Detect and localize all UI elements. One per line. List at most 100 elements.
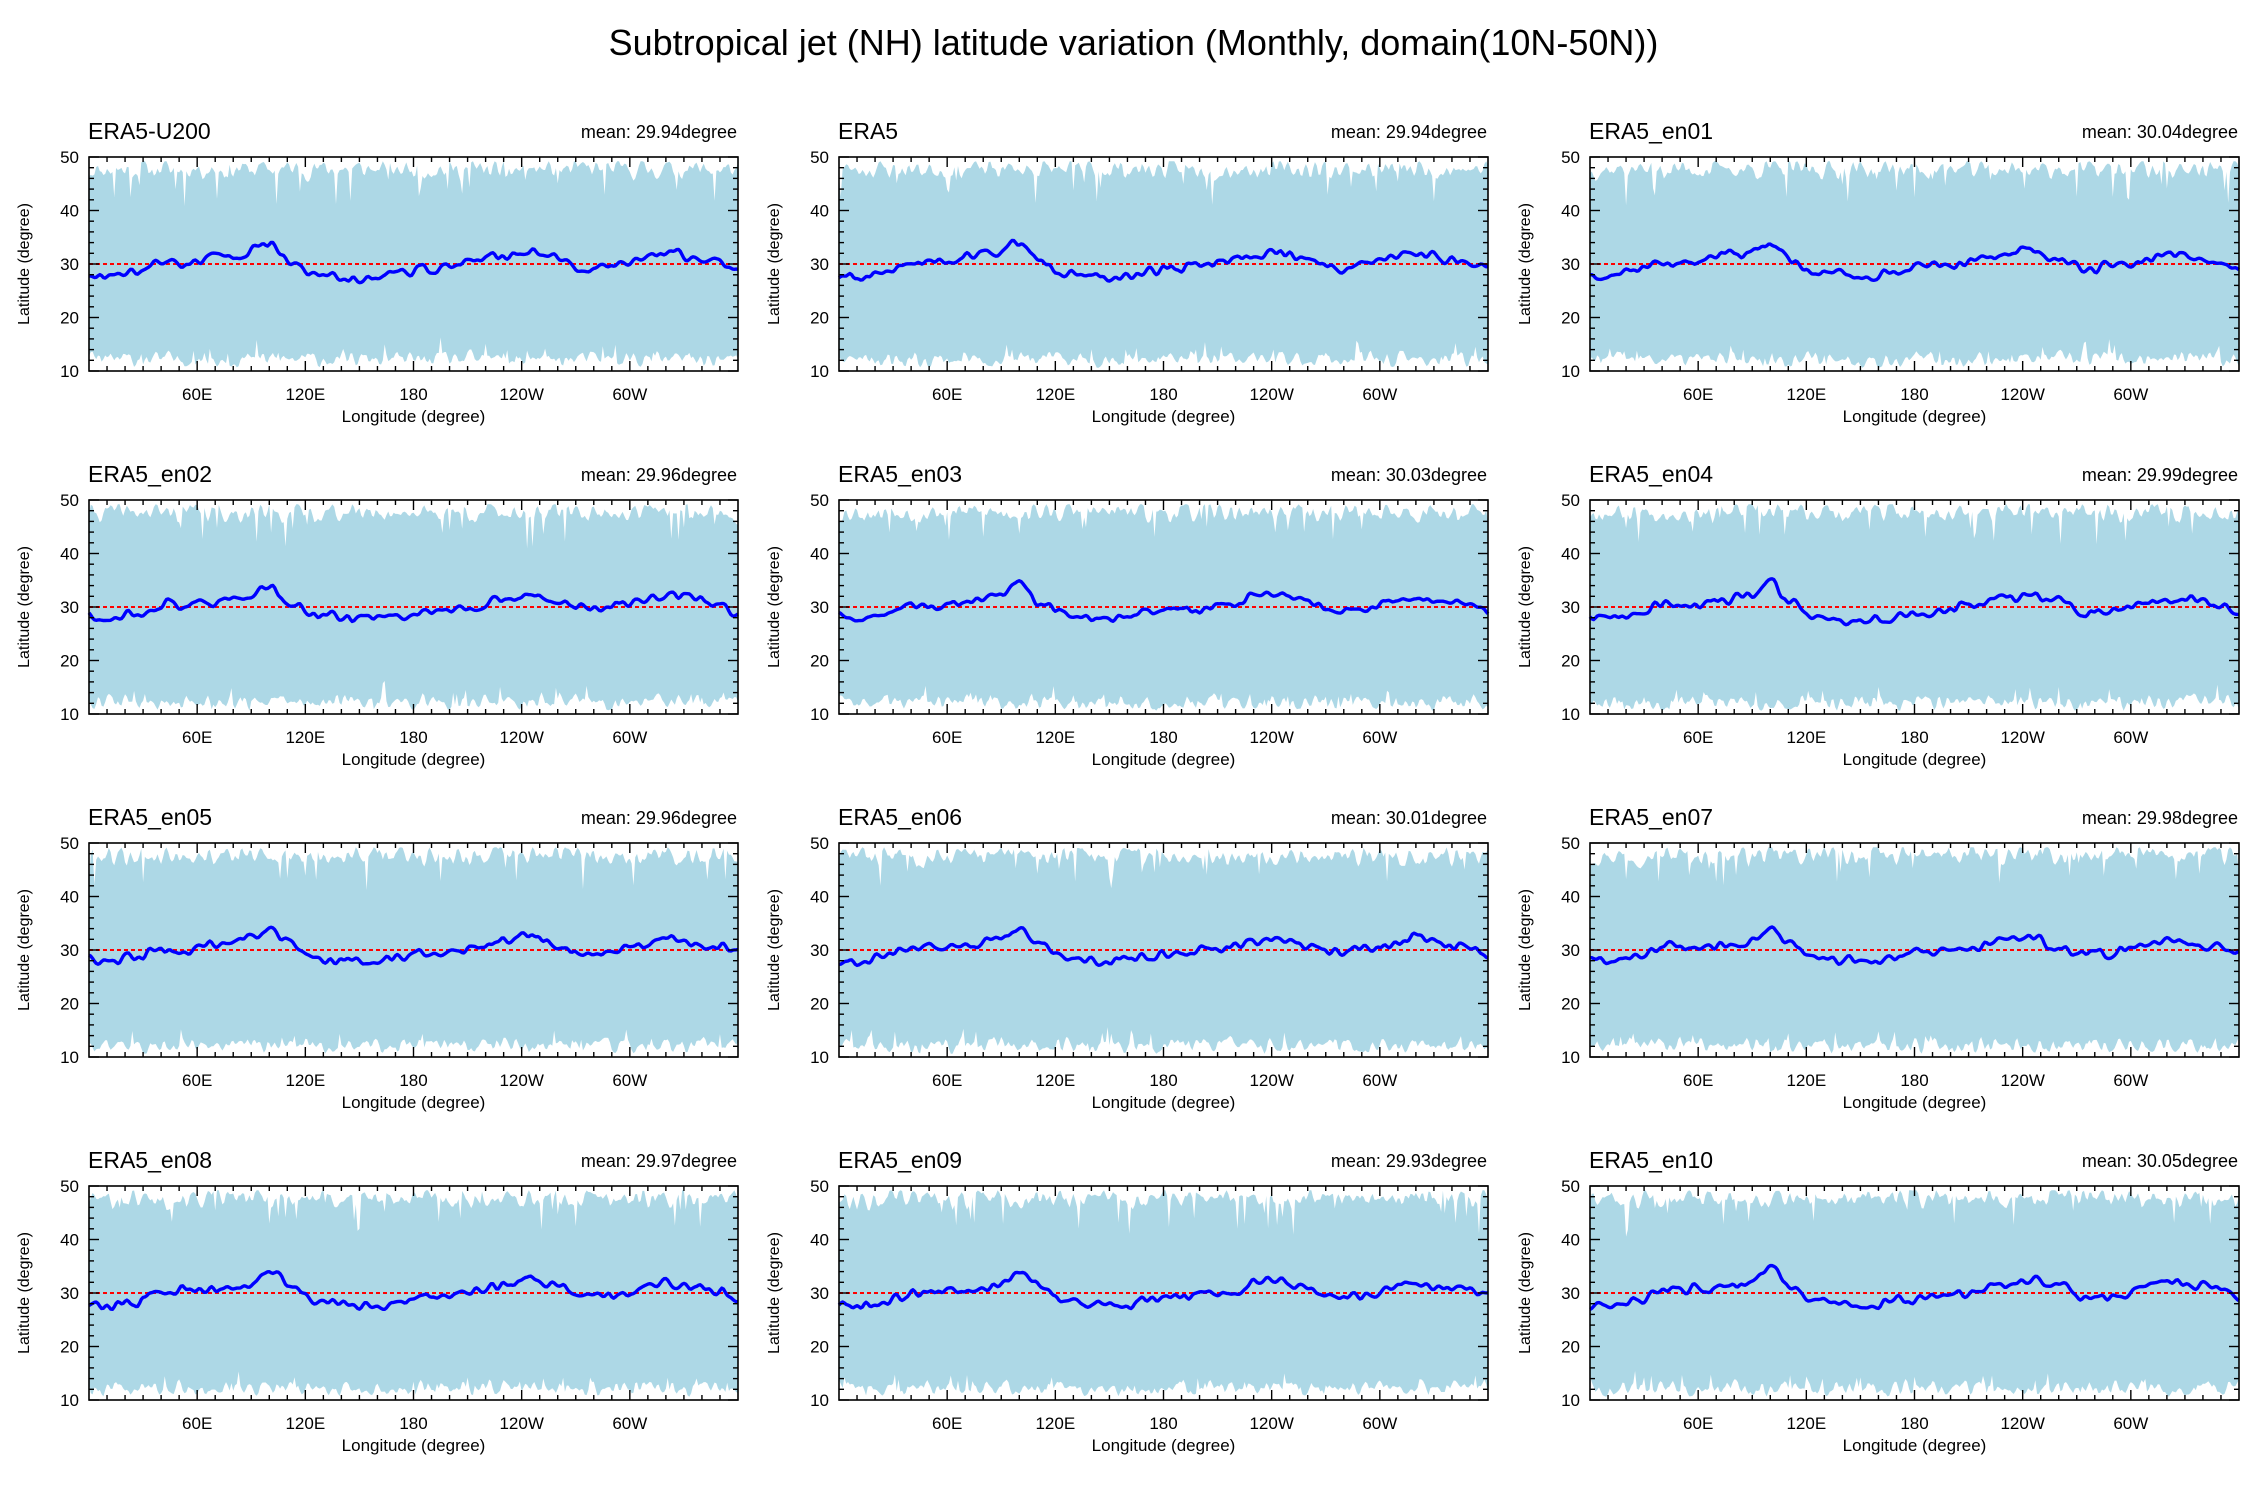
- x-tick-label: 60W: [1362, 1414, 1397, 1433]
- x-tick-label: 60E: [1683, 728, 1713, 747]
- y-axis-label: Latitude (degree): [766, 889, 783, 1011]
- y-tick-label: 40: [1561, 545, 1580, 564]
- panel-mean-annotation: mean: 29.97degree: [581, 1151, 737, 1171]
- jet-latitude-line: [88, 240, 739, 285]
- panel-mean-annotation: mean: 29.96degree: [581, 465, 737, 485]
- y-tick-label: 50: [810, 491, 829, 510]
- y-tick-label: 20: [810, 309, 829, 328]
- x-tick-label: 60E: [182, 1414, 212, 1433]
- y-tick-label: 40: [60, 202, 79, 221]
- y-tick-label: 30: [810, 941, 829, 960]
- x-tick-label: 120W: [2000, 1071, 2044, 1090]
- x-tick-label: 180: [399, 385, 427, 404]
- y-tick-label: 10: [810, 705, 829, 724]
- y-tick-label: 50: [60, 148, 79, 167]
- jet-latitude-line: [1589, 1263, 2240, 1311]
- panel-mean-annotation: mean: 30.04degree: [2082, 122, 2238, 142]
- panel-5: 10 20 30 40 50 60E 120E 180 120W 60W ERA5_en03 mean…: [766, 461, 1490, 769]
- panel-12: 10 20 30 40 50 60E 120E 180 120W 60W ERA5_en10 mean…: [1517, 1147, 2240, 1455]
- x-tick-label: 120W: [1249, 728, 1293, 747]
- panel-3: 10 20 30 40 50 60E 120E 180 120W 60W ERA5_en01 mean…: [1517, 118, 2240, 426]
- y-tick-label: 40: [60, 888, 79, 907]
- y-axis-label: Latitude (degree): [766, 546, 783, 668]
- panel-title: ERA5_en09: [838, 1147, 962, 1173]
- panel-title: ERA5: [838, 118, 898, 144]
- y-tick-label: 30: [1561, 598, 1580, 617]
- x-tick-label: 60W: [2113, 728, 2148, 747]
- panel-7: 10 20 30 40 50 60E 120E 180 120W 60W ERA5_en05 mean…: [16, 804, 739, 1112]
- panel-8: 10 20 30 40 50 60E 120E 180 120W 60W ERA5_en06 mean…: [766, 804, 1489, 1112]
- y-tick-label: 20: [810, 995, 829, 1014]
- y-tick-label: 30: [60, 255, 79, 274]
- x-tick-label: 180: [399, 728, 427, 747]
- panel-10: 10 20 30 40 50 60E 120E 180 120W 60W ERA5_en08 mean…: [16, 1147, 739, 1455]
- jet-latitude-line: [838, 238, 1489, 283]
- y-axis-label: Latitude (degree): [16, 1232, 33, 1354]
- y-axis-label: Latitude (degree): [1517, 1232, 1534, 1354]
- y-axis-label: Latitude (degree): [1517, 889, 1534, 1011]
- x-axis-label: Longitude (degree): [342, 750, 486, 769]
- x-axis-label: Longitude (degree): [1843, 1436, 1987, 1455]
- y-axis-label: Latitude (degree): [16, 203, 33, 325]
- x-tick-label: 60W: [2113, 385, 2148, 404]
- panel-9: 10 20 30 40 50 60E 120E 180 120W 60W ERA5_en07 mean…: [1517, 804, 2240, 1112]
- panel-2: 10 20 30 40 50 60E 120E 180 120W 60W ERA5 mean: 29.…: [766, 118, 1489, 426]
- x-tick-label: 60W: [1362, 728, 1397, 747]
- y-tick-label: 20: [1561, 652, 1580, 671]
- x-tick-label: 180: [399, 1071, 427, 1090]
- y-axis-label: Latitude (degree): [1517, 203, 1534, 325]
- panel-title: ERA5_en04: [1589, 461, 1713, 487]
- x-tick-label: 180: [1900, 385, 1928, 404]
- x-tick-label: 180: [1900, 1414, 1928, 1433]
- panel-mean-annotation: mean: 29.96degree: [581, 808, 737, 828]
- panel-mean-annotation: mean: 30.03degree: [1331, 465, 1487, 485]
- y-tick-label: 40: [60, 1231, 79, 1250]
- panel-title: ERA5_en10: [1589, 1147, 1713, 1173]
- x-tick-label: 60E: [932, 1071, 962, 1090]
- x-tick-label: 120W: [2000, 385, 2044, 404]
- x-tick-label: 60W: [2113, 1414, 2148, 1433]
- y-tick-label: 40: [810, 202, 829, 221]
- y-tick-label: 20: [60, 309, 79, 328]
- x-tick-label: 60W: [1362, 1071, 1397, 1090]
- x-tick-label: 60E: [1683, 1414, 1713, 1433]
- jet-latitude-line: [1589, 242, 2240, 282]
- jet-latitude-line: [838, 579, 1490, 623]
- y-tick-label: 20: [60, 995, 79, 1014]
- x-tick-label: 60E: [182, 1071, 212, 1090]
- y-tick-label: 30: [810, 255, 829, 274]
- x-tick-label: 180: [1149, 1071, 1177, 1090]
- x-tick-label: 60E: [182, 385, 212, 404]
- y-tick-label: 30: [810, 598, 829, 617]
- x-tick-label: 120E: [1786, 1071, 1826, 1090]
- panel-title: ERA5_en03: [838, 461, 962, 487]
- x-tick-label: 120W: [499, 1071, 543, 1090]
- x-tick-label: 120W: [2000, 728, 2044, 747]
- y-tick-label: 20: [60, 652, 79, 671]
- y-tick-label: 10: [1561, 1391, 1580, 1410]
- panel-title: ERA5-U200: [88, 118, 211, 144]
- y-axis-label: Latitude (degree): [16, 889, 33, 1011]
- jet-latitude-line: [87, 583, 739, 624]
- x-tick-label: 120E: [285, 1071, 325, 1090]
- x-tick-label: 120W: [2000, 1414, 2044, 1433]
- y-tick-label: 50: [1561, 148, 1580, 167]
- x-axis-label: Longitude (degree): [1092, 1436, 1236, 1455]
- y-tick-label: 50: [60, 1177, 79, 1196]
- y-tick-label: 10: [60, 362, 79, 381]
- figure-title: Subtropical jet (NH) latitude variation …: [608, 22, 1659, 63]
- x-tick-label: 120W: [499, 385, 543, 404]
- panel-mean-annotation: mean: 29.93degree: [1331, 1151, 1487, 1171]
- panel-title: ERA5_en07: [1589, 804, 1713, 830]
- y-tick-label: 40: [1561, 888, 1580, 907]
- x-axis-label: Longitude (degree): [1843, 750, 1987, 769]
- panel-6: 10 20 30 40 50 60E 120E 180 120W 60W ERA5_en04 mean…: [1517, 461, 2240, 769]
- y-axis-label: Latitude (degree): [16, 546, 33, 668]
- x-axis-label: Longitude (degree): [342, 1093, 486, 1112]
- panel-mean-annotation: mean: 29.94degree: [1331, 122, 1487, 142]
- panel-mean-annotation: mean: 30.05degree: [2082, 1151, 2238, 1171]
- panel-title: ERA5_en01: [1589, 118, 1713, 144]
- x-tick-label: 120W: [499, 1414, 543, 1433]
- x-tick-label: 180: [399, 1414, 427, 1433]
